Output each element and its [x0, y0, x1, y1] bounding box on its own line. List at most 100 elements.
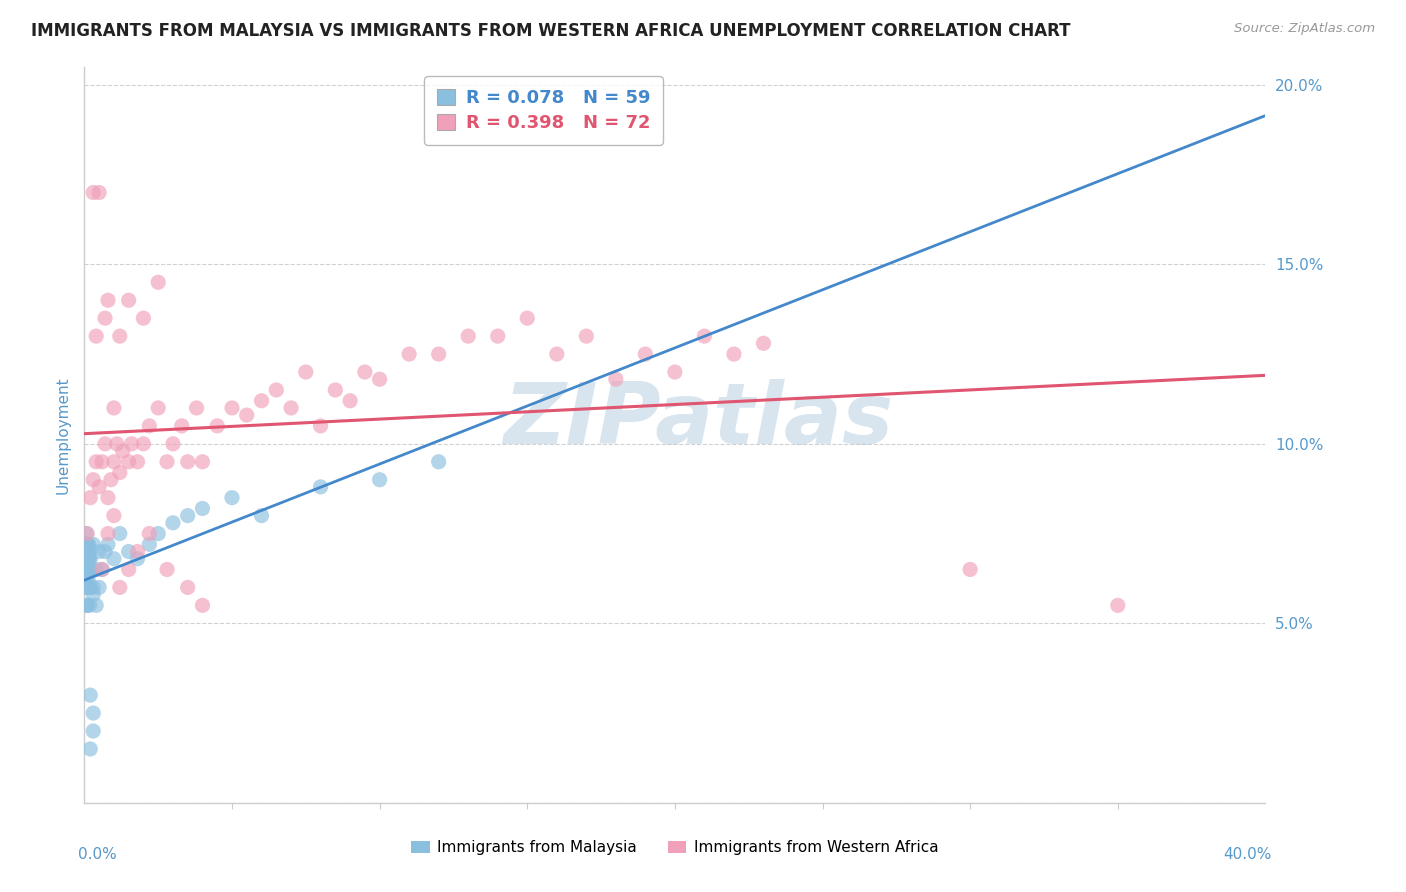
- Point: [79, 688, 101, 702]
- Point: [148, 401, 170, 415]
- Point: [486, 329, 509, 343]
- Point: [118, 562, 141, 576]
- Point: [108, 329, 131, 343]
- Point: [250, 393, 273, 408]
- Point: [82, 724, 104, 739]
- Point: [138, 526, 160, 541]
- Point: [82, 186, 104, 200]
- Y-axis label: Unemployment: Unemployment: [55, 376, 70, 493]
- Point: [94, 544, 117, 558]
- Text: 40.0%: 40.0%: [1223, 847, 1271, 862]
- Point: [250, 508, 273, 523]
- Point: [77, 544, 100, 558]
- Point: [82, 473, 104, 487]
- Point: [138, 537, 160, 551]
- Point: [77, 573, 100, 587]
- Point: [77, 544, 100, 558]
- Point: [75, 544, 97, 558]
- Point: [103, 508, 125, 523]
- Point: [82, 537, 104, 551]
- Point: [634, 347, 657, 361]
- Point: [77, 551, 100, 566]
- Point: [156, 562, 179, 576]
- Text: Source: ZipAtlas.com: Source: ZipAtlas.com: [1234, 22, 1375, 36]
- Point: [97, 293, 120, 308]
- Point: [75, 537, 97, 551]
- Point: [84, 562, 107, 576]
- Point: [87, 480, 111, 494]
- Point: [516, 311, 538, 326]
- Point: [177, 508, 200, 523]
- Point: [77, 562, 100, 576]
- Point: [398, 347, 420, 361]
- Point: [97, 537, 120, 551]
- Text: ZIPatlas: ZIPatlas: [503, 378, 894, 462]
- Point: [75, 581, 97, 595]
- Point: [87, 544, 111, 558]
- Point: [87, 581, 111, 595]
- Point: [79, 562, 101, 576]
- Point: [79, 599, 101, 613]
- Point: [127, 455, 149, 469]
- Point: [84, 329, 107, 343]
- Point: [75, 562, 97, 576]
- Legend: Immigrants from Malaysia, Immigrants from Western Africa: Immigrants from Malaysia, Immigrants fro…: [405, 834, 945, 862]
- Point: [79, 551, 101, 566]
- Point: [457, 329, 479, 343]
- Point: [76, 581, 98, 595]
- Point: [82, 706, 104, 720]
- Point: [118, 455, 141, 469]
- Text: IMMIGRANTS FROM MALAYSIA VS IMMIGRANTS FROM WESTERN AFRICA UNEMPLOYMENT CORRELAT: IMMIGRANTS FROM MALAYSIA VS IMMIGRANTS F…: [31, 22, 1070, 40]
- Point: [91, 455, 114, 469]
- Point: [76, 569, 98, 583]
- Point: [127, 544, 149, 558]
- Point: [94, 311, 117, 326]
- Point: [77, 537, 100, 551]
- Point: [170, 418, 193, 433]
- Point: [186, 401, 208, 415]
- Point: [76, 599, 98, 613]
- Point: [723, 347, 745, 361]
- Point: [664, 365, 686, 379]
- Point: [546, 347, 568, 361]
- Point: [84, 599, 107, 613]
- Point: [97, 491, 120, 505]
- Point: [79, 551, 101, 566]
- Point: [79, 544, 101, 558]
- Point: [156, 455, 179, 469]
- Point: [108, 526, 131, 541]
- Point: [605, 372, 627, 386]
- Point: [82, 581, 104, 595]
- Point: [354, 365, 377, 379]
- Point: [75, 562, 97, 576]
- Point: [100, 473, 122, 487]
- Point: [75, 526, 97, 541]
- Point: [132, 437, 155, 451]
- Point: [76, 537, 98, 551]
- Point: [752, 336, 775, 351]
- Point: [191, 501, 214, 516]
- Point: [207, 418, 229, 433]
- Text: 0.0%: 0.0%: [79, 847, 117, 862]
- Point: [103, 401, 125, 415]
- Point: [118, 544, 141, 558]
- Point: [959, 562, 981, 576]
- Point: [75, 551, 97, 566]
- Point: [1107, 599, 1129, 613]
- Point: [191, 455, 214, 469]
- Point: [84, 455, 107, 469]
- Point: [76, 544, 98, 558]
- Point: [121, 437, 143, 451]
- Point: [339, 393, 361, 408]
- Point: [87, 186, 111, 200]
- Point: [309, 480, 332, 494]
- Point: [91, 562, 114, 576]
- Point: [82, 588, 104, 602]
- Point: [75, 544, 97, 558]
- Point: [693, 329, 716, 343]
- Point: [221, 401, 243, 415]
- Point: [103, 455, 125, 469]
- Point: [138, 418, 160, 433]
- Point: [76, 526, 98, 541]
- Point: [191, 599, 214, 613]
